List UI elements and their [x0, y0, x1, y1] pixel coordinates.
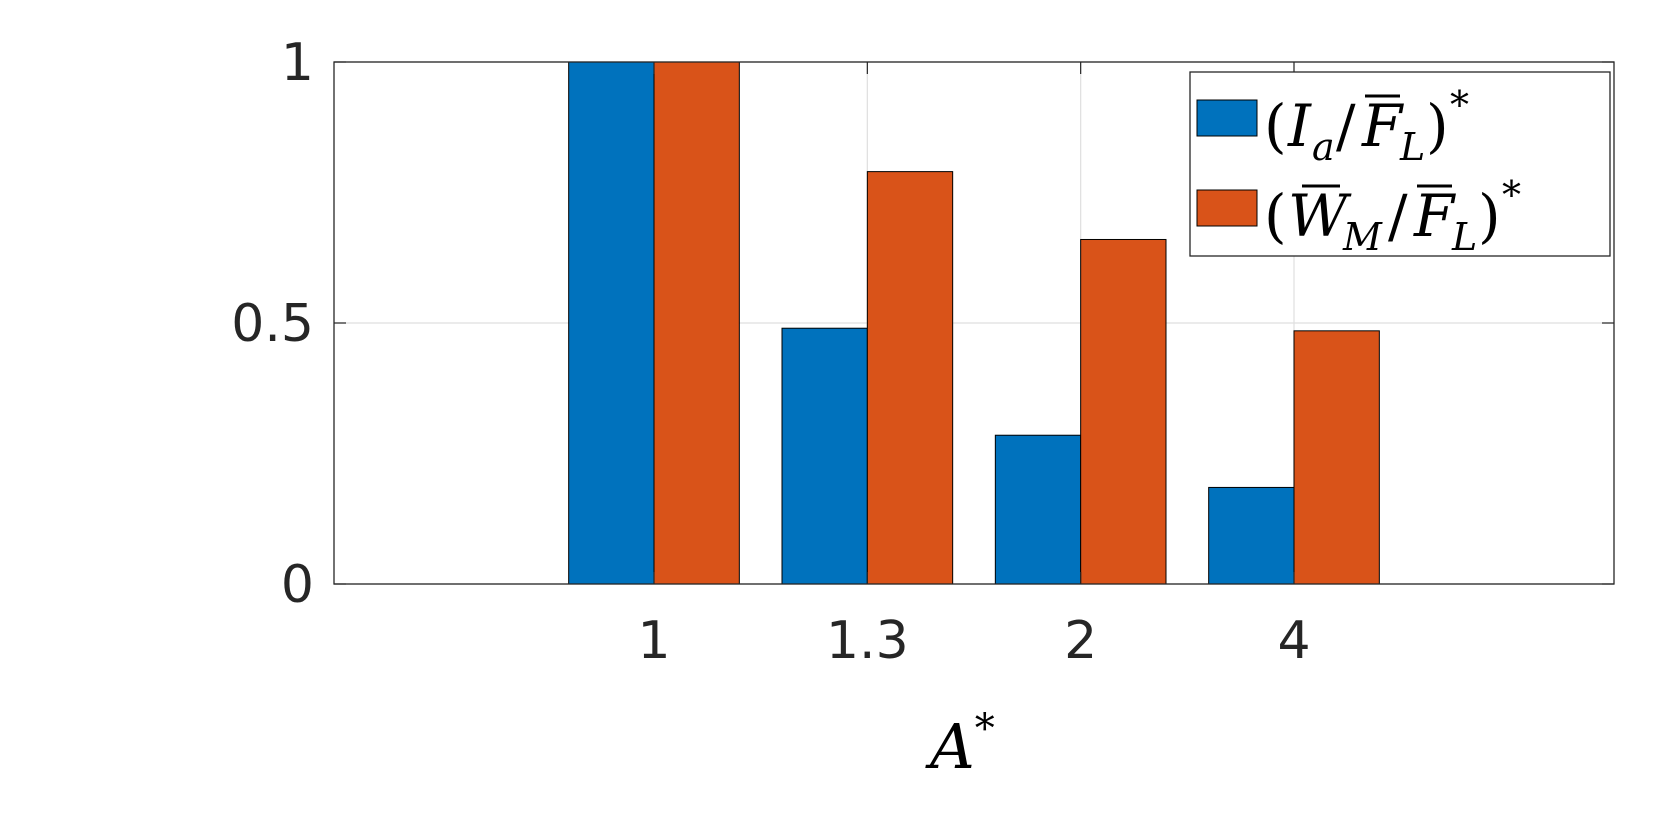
bar-series-1-2: [994, 434, 1082, 585]
svg-text:(: (: [1264, 182, 1287, 250]
svg-text:F: F: [1413, 182, 1456, 250]
legend-entry-series-1: ( I a / F L ) *: [1264, 83, 1469, 169]
legend-swatch-series-2: [1196, 189, 1258, 227]
svg-text:M: M: [1342, 215, 1383, 259]
legend-box: [1189, 71, 1611, 257]
svg-text:I: I: [1287, 92, 1312, 160]
legend: ( I a / F L ) * ( W M / F L ) *: [1189, 71, 1611, 259]
bar-series-1-4: [1208, 486, 1295, 585]
svg-text:): ): [1478, 182, 1501, 250]
y-tick-label: 1: [281, 33, 314, 93]
x-axis-label: A*: [925, 706, 995, 783]
svg-text:*: *: [1450, 83, 1469, 127]
x-tick-label: 2: [1064, 611, 1097, 671]
svg-text:/: /: [1336, 92, 1356, 160]
x-tick-label: 4: [1277, 611, 1310, 671]
axis-ticks: [334, 61, 1614, 585]
x-tick-label: 1.3: [826, 611, 909, 671]
legend-entry-series-2: ( W M / F L ) *: [1264, 173, 1521, 259]
svg-text:/: /: [1388, 182, 1408, 250]
legend-swatch-series-1: [1196, 99, 1258, 137]
bars: [568, 61, 1380, 585]
svg-text:L: L: [1399, 125, 1425, 169]
y-tick-labels: 00.51: [231, 33, 314, 615]
svg-text:F: F: [1361, 92, 1404, 160]
y-tick-label: 0: [281, 555, 314, 615]
bar-series-2-2: [1080, 238, 1167, 585]
bar-series-2-4: [1293, 330, 1380, 585]
x-tick-labels: 1 1.3 2 4: [637, 611, 1310, 671]
svg-text:*: *: [1502, 173, 1521, 217]
x-tick-label: 1: [637, 611, 670, 671]
svg-text:a: a: [1312, 125, 1335, 169]
bar-series-2-1: [653, 61, 740, 585]
svg-text:W: W: [1288, 182, 1352, 250]
y-tick-label: 0.5: [231, 294, 314, 354]
svg-text:L: L: [1451, 215, 1477, 259]
bar-series-2-1_3: [866, 171, 954, 585]
bar-series-1-1_3: [781, 327, 868, 585]
svg-text:(: (: [1264, 92, 1287, 160]
bar-series-1-1: [568, 61, 655, 585]
svg-text:): ): [1426, 92, 1449, 160]
